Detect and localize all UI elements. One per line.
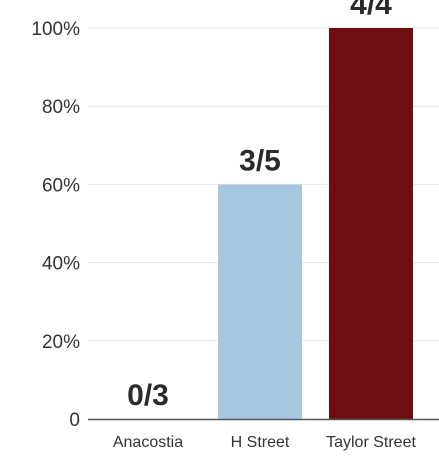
x-category-label: Anacostia [113,434,183,451]
x-category-label: Taylor Street [326,434,416,451]
bar-h-street [218,184,302,419]
labels: 0 20% 40% 60% 80% 100% 0/3 Anacostia 3/5 H Street… [31,0,416,451]
bars [218,28,413,419]
y-tick-label: 40% [42,254,80,275]
y-tick-label: 20% [42,332,80,353]
y-tick-label: 60% [42,175,80,196]
y-tick-label: 100% [31,19,80,40]
bar-taylor-street [329,28,413,419]
x-category-label: H Street [231,434,290,451]
data-label: 3/5 [239,144,281,177]
data-label: 4/4 [350,0,392,21]
y-tick-label: 80% [42,97,80,118]
y-tick-label: 0 [69,410,80,431]
data-label: 0/3 [127,379,169,412]
